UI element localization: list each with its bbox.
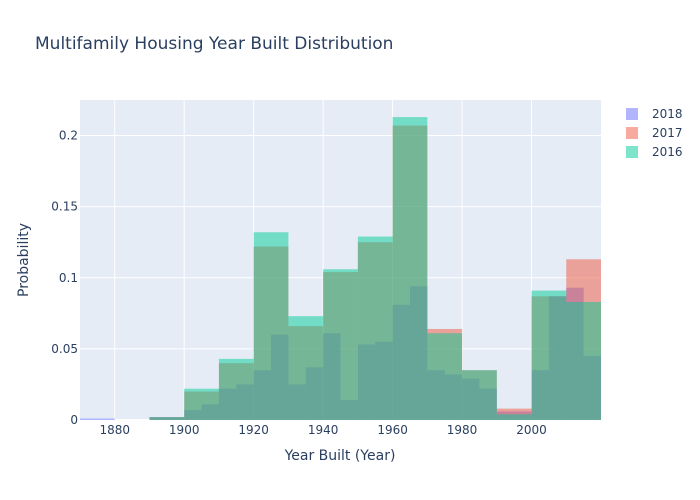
bar-2016[interactable] (462, 370, 497, 420)
chart-title: Multifamily Housing Year Built Distribut… (35, 34, 394, 54)
y-tick-labels: 0 0.05 0.1 0.15 0.2 (51, 129, 78, 427)
y-tick-label: 0.15 (51, 200, 78, 214)
legend-item-2017[interactable]: 2017 (626, 126, 683, 140)
y-tick-label: 0.05 (51, 342, 78, 356)
y-tick-label: 0 (70, 413, 78, 427)
bar-2016[interactable] (218, 358, 254, 420)
bar-2016[interactable] (392, 117, 428, 421)
y-tick-label: 0.1 (59, 271, 78, 285)
bar-2016[interactable] (566, 301, 601, 420)
y-axis-title: Probability (16, 223, 32, 297)
bar-2018[interactable] (80, 418, 115, 420)
x-axis-title: Year Built (Year) (284, 448, 396, 464)
bar-2016[interactable] (496, 414, 532, 420)
bar-2016[interactable] (149, 417, 185, 420)
legend-label: 2018 (652, 107, 683, 121)
x-tick-label: 1980 (447, 423, 478, 437)
x-tick-label: 1920 (238, 423, 269, 437)
bar-2016[interactable] (253, 232, 289, 420)
y-tick-label: 0.2 (59, 129, 78, 143)
legend-swatch (626, 108, 638, 120)
legend-item-2018[interactable]: 2018 (626, 107, 683, 121)
bar-2016[interactable] (288, 316, 324, 420)
x-tick-label: 1940 (308, 423, 339, 437)
x-tick-labels: 1880 1900 1920 1940 1960 1980 2000 (99, 423, 546, 437)
x-tick-label: 1880 (99, 423, 130, 437)
x-tick-label: 2000 (516, 423, 547, 437)
bars-layer (80, 117, 601, 421)
x-tick-label: 1960 (377, 423, 408, 437)
bar-2016[interactable] (427, 333, 463, 420)
legend-swatch (626, 127, 638, 139)
bar-2016[interactable] (323, 269, 358, 420)
bar-2016[interactable] (184, 388, 219, 420)
legend-swatch (626, 146, 638, 158)
legend-label: 2017 (652, 126, 683, 140)
legend-label: 2016 (652, 145, 683, 159)
x-tick-label: 1900 (169, 423, 200, 437)
bar-2016[interactable] (531, 290, 567, 420)
legend-item-2016[interactable]: 2016 (626, 145, 683, 159)
legend[interactable]: 2018 2017 2016 (626, 107, 683, 159)
bar-2016[interactable] (357, 236, 393, 420)
